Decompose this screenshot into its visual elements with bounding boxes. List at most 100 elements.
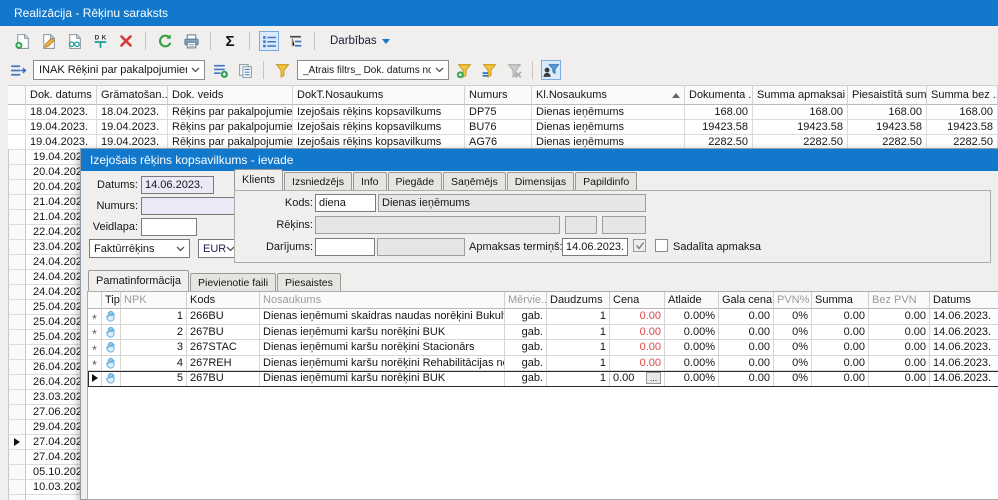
column-header[interactable]: Mērvie... <box>505 292 547 309</box>
invoice-row[interactable]: 22.04.2023. <box>8 225 80 240</box>
refresh-icon[interactable] <box>155 31 175 51</box>
edit-document-icon[interactable] <box>38 31 58 51</box>
column-header[interactable]: Dok. veids <box>168 85 293 105</box>
view-document-icon[interactable] <box>64 31 84 51</box>
tab-pieg-de[interactable]: Piegāde <box>387 172 443 190</box>
column-header[interactable]: DokT.Nosaukums <box>293 85 465 105</box>
invoice-row[interactable]: 21.04.2023. <box>8 210 80 225</box>
column-header[interactable]: Bez PVN <box>869 292 930 309</box>
tab-klients[interactable]: Klients <box>234 169 284 190</box>
funnel-edit-icon[interactable] <box>479 60 499 80</box>
column-header[interactable]: Datums <box>930 292 998 309</box>
column-header[interactable]: Kl.Nosaukums <box>532 85 685 105</box>
invoice-row[interactable]: 25.04.2023. <box>8 300 80 315</box>
invoice-row[interactable]: 27.04.2023. <box>8 450 80 465</box>
column-header[interactable]: Gala cena <box>719 292 774 309</box>
actions-menu-button[interactable]: Darbības <box>330 35 390 47</box>
funnel-clear-icon[interactable] <box>504 60 524 80</box>
select-list-icon[interactable] <box>8 60 28 80</box>
datums-input[interactable]: 14.06.2023. <box>141 176 214 194</box>
tab-sa-m-js[interactable]: Saņēmējs <box>443 172 506 190</box>
invoice-row[interactable]: 26.04.2023. <box>8 375 80 390</box>
invoice-row[interactable]: 20.04.2023. <box>8 165 80 180</box>
column-header[interactable]: Kods <box>187 292 260 309</box>
add-list-icon[interactable] <box>210 60 230 80</box>
column-header[interactable]: Summa <box>812 292 869 309</box>
list-view-icon[interactable] <box>259 31 279 51</box>
funnel-add-icon[interactable] <box>454 60 474 80</box>
invoice-row[interactable]: 25.04.2023. <box>8 330 80 345</box>
invoice-row[interactable]: 19.04.2023. 19.04.2023. Rēķins par pakalpo… <box>8 120 998 135</box>
funnel-user-icon[interactable] <box>541 60 561 80</box>
delete-icon[interactable] <box>116 31 136 51</box>
column-header[interactable]: Daudzums <box>547 292 610 309</box>
lookup-ellipsis-button[interactable]: ... <box>646 372 661 385</box>
invoice-row[interactable] <box>8 495 80 500</box>
funnel-icon[interactable] <box>272 60 292 80</box>
line-row[interactable]: * 2 267BU Dienas ieņēmumi karšu norēķini BU… <box>88 324 998 340</box>
invoice-row[interactable]: 19.04.2023. <box>8 150 80 165</box>
tab-pamatinform-cija[interactable]: Pamatinformācija <box>88 270 189 291</box>
sadalita-checkbox[interactable] <box>655 239 668 252</box>
invoice-row[interactable]: 25.04.2023. <box>8 315 80 330</box>
column-header[interactable]: Numurs <box>465 85 532 105</box>
document-type-combobox[interactable]: Faktūrrēķins <box>89 239 190 258</box>
line-row[interactable]: * 4 267REH Dienas ieņēmumi karšu norēķini R… <box>88 355 998 371</box>
darijums-input[interactable] <box>315 238 375 256</box>
apmaksas-checkbox[interactable] <box>633 239 646 252</box>
column-header[interactable]: Cena <box>610 292 665 309</box>
invoice-row[interactable]: 26.04.2023. <box>8 360 80 375</box>
invoice-row[interactable]: 21.04.2023. <box>8 195 80 210</box>
column-header[interactable]: PVN% <box>774 292 812 309</box>
column-header[interactable]: Dokumenta ... <box>685 85 753 105</box>
invoice-row[interactable]: 18.04.2023. 18.04.2023. Rēķins par pakalpo… <box>8 105 998 120</box>
rekins-aux-field[interactable] <box>565 216 597 234</box>
print-icon[interactable] <box>181 31 201 51</box>
column-header[interactable]: Summa apmaksai <box>753 85 848 105</box>
column-header[interactable]: Nosaukums <box>260 292 505 309</box>
column-header[interactable]: NPK <box>121 292 187 309</box>
veidlapa-input[interactable] <box>141 218 197 236</box>
line-row[interactable]: * 3 267STAC Dienas ieņēmumi karšu norēķini … <box>88 340 998 356</box>
tab-izsniedz-js[interactable]: Izsniedzējs <box>284 172 352 190</box>
new-document-icon[interactable] <box>12 31 32 51</box>
line-row[interactable]: 5 267BU Dienas ieņēmumi karšu norēķini BUK… <box>88 371 998 387</box>
tab-papildinfo[interactable]: Papildinfo <box>575 172 638 190</box>
invoice-row[interactable]: 26.04.2023. <box>8 345 80 360</box>
quick-filter-combobox[interactable]: _Ātrais filtrs_ Dok. datums no 01.01. <box>297 60 449 80</box>
row-selector-cell <box>8 240 26 255</box>
apmaksas-input[interactable]: 14.06.2023. <box>562 238 628 256</box>
column-header[interactable]: Summa bez ... <box>927 85 998 105</box>
invoice-row[interactable]: 23.04.2023. <box>8 240 80 255</box>
cena-edit-cell[interactable]: 0.00... <box>610 371 665 387</box>
tree-view-icon[interactable] <box>285 31 305 51</box>
column-header[interactable]: Piesaistītā sum... <box>848 85 927 105</box>
saved-list-combobox[interactable]: INAK Rēķini par pakalpojumiem <box>33 60 205 80</box>
kods-input[interactable]: diena <box>315 194 376 212</box>
invoice-row[interactable]: 27.04.2023. <box>8 435 80 450</box>
invoice-row[interactable]: 20.04.2023. <box>8 180 80 195</box>
tab-dimensijas[interactable]: Dimensijas <box>506 172 575 190</box>
invoice-date-cell: 24.04.2023. <box>26 285 80 300</box>
invoice-row[interactable]: 24.04.2023. <box>8 270 80 285</box>
invoice-row[interactable]: 24.04.2023. <box>8 285 80 300</box>
column-header[interactable]: Grāmatošan... <box>97 85 168 105</box>
line-row[interactable]: * 1 266BU Dienas ieņēmumi skaidras naudas n… <box>88 309 998 325</box>
column-header[interactable]: Dok. datums <box>26 85 97 105</box>
rekins-field[interactable] <box>315 216 560 234</box>
copy-list-icon[interactable] <box>235 60 255 80</box>
column-header-label: Summa bez ... <box>931 89 998 101</box>
column-header[interactable]: Atlaide <box>665 292 719 309</box>
invoice-row[interactable]: 24.04.2023. <box>8 255 80 270</box>
sum-sigma-icon[interactable]: Σ <box>225 32 235 50</box>
tab-piesaistes[interactable]: Piesaistes <box>277 273 341 291</box>
tab-info[interactable]: Info <box>352 172 387 190</box>
tab-pievienotie-faili[interactable]: Pievienotie faili <box>189 273 277 291</box>
